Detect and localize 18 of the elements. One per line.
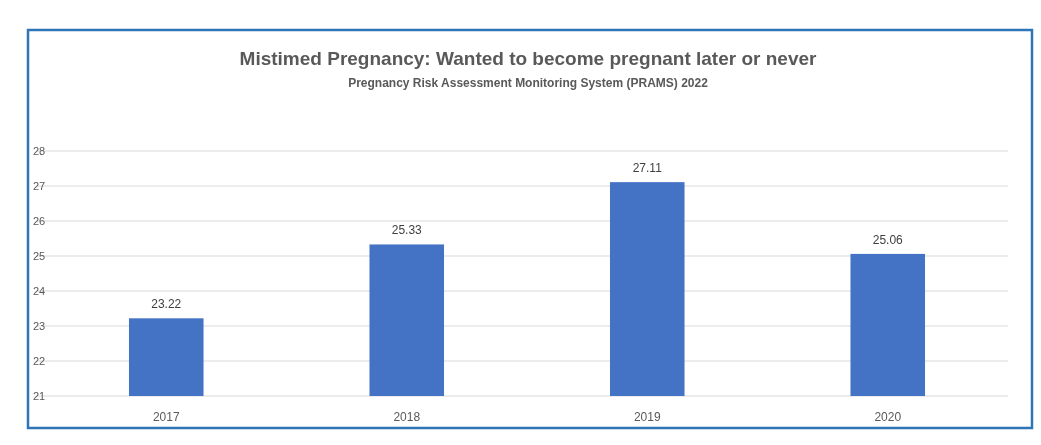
y-tick-label: 21 <box>33 390 46 402</box>
x-tick-label: 2019 <box>633 410 661 424</box>
data-label: 27.11 <box>632 161 663 176</box>
y-tick-label: 22 <box>33 355 46 367</box>
y-tick-label: 23 <box>33 320 46 332</box>
chart-title: Mistimed Pregnancy: Wanted to become pregnant later or never <box>239 48 818 69</box>
y-tick-label: 26 <box>33 215 46 227</box>
data-label: 23.22 <box>151 297 182 312</box>
data-label: 25.06 <box>872 232 904 247</box>
data-label: 25.33 <box>391 223 423 238</box>
y-tick-label: 27 <box>33 180 46 192</box>
x-tick-label: 2018 <box>393 410 421 424</box>
chart-subtitle: Pregnancy Risk Assessment Monitoring System (PRAMS) 2022 <box>348 76 709 90</box>
x-tick-label: 2020 <box>874 410 902 424</box>
x-tick-label: 2017 <box>152 410 180 424</box>
y-tick-label: 24 <box>33 285 46 297</box>
y-tick-label: 28 <box>33 145 46 157</box>
y-tick-label: 25 <box>33 250 46 262</box>
